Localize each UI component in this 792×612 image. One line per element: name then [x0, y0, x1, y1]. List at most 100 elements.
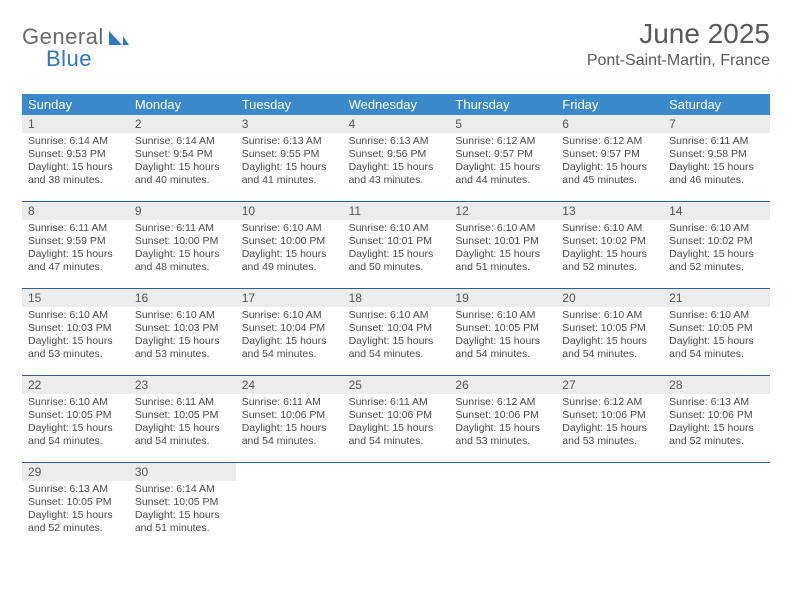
- day-number: 3: [236, 115, 343, 133]
- day-body: Sunrise: 6:12 AMSunset: 10:06 PMDaylight…: [449, 396, 556, 449]
- sunset-line: Sunset: 10:04 PM: [242, 322, 337, 335]
- day-body: Sunrise: 6:11 AMSunset: 10:06 PMDaylight…: [343, 396, 450, 449]
- day-body: Sunrise: 6:11 AMSunset: 9:59 PMDaylight:…: [22, 222, 129, 275]
- day-number: 9: [129, 202, 236, 220]
- sunset-line: Sunset: 10:03 PM: [135, 322, 230, 335]
- calendar-day: 21Sunrise: 6:10 AMSunset: 10:05 PMDaylig…: [663, 289, 770, 375]
- day-number: 7: [663, 115, 770, 133]
- calendar-day: 4 Sunrise: 6:13 AMSunset: 9:56 PMDaylight…: [343, 115, 450, 201]
- calendar-day: 14Sunrise: 6:10 AMSunset: 10:02 PMDaylig…: [663, 202, 770, 288]
- day-body: Sunrise: 6:13 AMSunset: 9:56 PMDaylight:…: [343, 135, 450, 188]
- calendar-day: 2Sunrise: 6:14 AMSunset: 9:54 PMDaylight…: [129, 115, 236, 201]
- daylight-line: Daylight: 15 hours and 52 minutes.: [562, 248, 657, 274]
- calendar-day: [343, 463, 450, 549]
- day-body: Sunrise: 6:12 AMSunset: 9:57 PMDaylight:…: [449, 135, 556, 188]
- day-body: Sunrise: 6:10 AMSunset: 10:05 PMDaylight…: [449, 309, 556, 362]
- sunset-line: Sunset: 10:05 PM: [455, 322, 550, 335]
- day-body: Sunrise: 6:10 AMSunset: 10:03 PMDaylight…: [129, 309, 236, 362]
- calendar-day: 18Sunrise: 6:10 AMSunset: 10:04 PMDaylig…: [343, 289, 450, 375]
- daylight-line: Daylight: 15 hours and 50 minutes.: [349, 248, 444, 274]
- day-body: Sunrise: 6:10 AMSunset: 10:04 PMDaylight…: [343, 309, 450, 362]
- calendar-day: 26 Sunrise: 6:12 AMSunset: 10:06 PMDaylig…: [449, 376, 556, 462]
- day-body: Sunrise: 6:13 AMSunset: 9:55 PMDaylight:…: [236, 135, 343, 188]
- calendar-week: 1Sunrise: 6:14 AMSunset: 9:53 PMDaylight…: [22, 115, 770, 202]
- daylight-line: Daylight: 15 hours and 53 minutes.: [135, 335, 230, 361]
- calendar-day: 1Sunrise: 6:14 AMSunset: 9:53 PMDaylight…: [22, 115, 129, 201]
- daylight-line: Daylight: 15 hours and 53 minutes.: [28, 335, 123, 361]
- sunset-line: Sunset: 10:00 PM: [135, 235, 230, 248]
- sunrise-line: Sunrise: 6:10 AM: [349, 309, 444, 322]
- day-number: 23: [129, 376, 236, 394]
- sunset-line: Sunset: 10:05 PM: [562, 322, 657, 335]
- sunrise-line: Sunrise: 6:11 AM: [669, 135, 764, 148]
- day-number: 8: [22, 202, 129, 220]
- day-body: Sunrise: 6:10 AMSunset: 10:03 PMDaylight…: [22, 309, 129, 362]
- daylight-line: Daylight: 15 hours and 54 minutes.: [242, 422, 337, 448]
- day-number: 4: [343, 115, 450, 133]
- calendar-day: 30Sunrise: 6:14 AMSunset: 10:05 PMDaylig…: [129, 463, 236, 549]
- day-body: Sunrise: 6:13 AMSunset: 10:06 PMDaylight…: [663, 396, 770, 449]
- daylight-line: Daylight: 15 hours and 52 minutes.: [669, 248, 764, 274]
- day-number: 5: [449, 115, 556, 133]
- day-body: Sunrise: 6:13 AMSunset: 10:05 PMDaylight…: [22, 483, 129, 536]
- day-body: Sunrise: 6:14 AMSunset: 10:05 PMDaylight…: [129, 483, 236, 536]
- logo-sail-icon: [108, 28, 130, 46]
- calendar-day: 22Sunrise: 6:10 AMSunset: 10:05 PMDaylig…: [22, 376, 129, 462]
- sunrise-line: Sunrise: 6:10 AM: [562, 222, 657, 235]
- sunset-line: Sunset: 10:06 PM: [349, 409, 444, 422]
- daylight-line: Daylight: 15 hours and 46 minutes.: [669, 161, 764, 187]
- daylight-line: Daylight: 15 hours and 54 minutes.: [135, 422, 230, 448]
- day-number: 24: [236, 376, 343, 394]
- sunrise-line: Sunrise: 6:14 AM: [135, 135, 230, 148]
- calendar-week: 8 Sunrise: 6:11 AMSunset: 9:59 PMDaylight…: [22, 202, 770, 289]
- calendar-day: 19 Sunrise: 6:10 AMSunset: 10:05 PMDaylig…: [449, 289, 556, 375]
- calendar-day: 25Sunrise: 6:11 AMSunset: 10:06 PMDaylig…: [343, 376, 450, 462]
- day-body: Sunrise: 6:14 AMSunset: 9:53 PMDaylight:…: [22, 135, 129, 188]
- sunrise-line: Sunrise: 6:10 AM: [349, 222, 444, 235]
- sunrise-line: Sunrise: 6:10 AM: [242, 222, 337, 235]
- day-number: 21: [663, 289, 770, 307]
- weekday-header: Saturday: [663, 94, 770, 115]
- sunrise-line: Sunrise: 6:14 AM: [28, 135, 123, 148]
- day-number: 26: [449, 376, 556, 394]
- sunset-line: Sunset: 10:05 PM: [28, 496, 123, 509]
- day-number: 12: [449, 202, 556, 220]
- weekday-header: Friday: [556, 94, 663, 115]
- sunset-line: Sunset: 9:54 PM: [135, 148, 230, 161]
- day-body: Sunrise: 6:11 AMSunset: 10:05 PMDaylight…: [129, 396, 236, 449]
- weekday-header: Tuesday: [236, 94, 343, 115]
- day-body: Sunrise: 6:10 AMSunset: 10:00 PMDaylight…: [236, 222, 343, 275]
- sunset-line: Sunset: 10:01 PM: [349, 235, 444, 248]
- calendar-day: [236, 463, 343, 549]
- daylight-line: Daylight: 15 hours and 51 minutes.: [455, 248, 550, 274]
- daylight-line: Daylight: 15 hours and 52 minutes.: [669, 422, 764, 448]
- weekday-header: Wednesday: [343, 94, 450, 115]
- day-body: Sunrise: 6:11 AMSunset: 9:58 PMDaylight:…: [663, 135, 770, 188]
- day-body: Sunrise: 6:14 AMSunset: 9:54 PMDaylight:…: [129, 135, 236, 188]
- day-body: Sunrise: 6:10 AMSunset: 10:05 PMDaylight…: [22, 396, 129, 449]
- sunset-line: Sunset: 9:59 PM: [28, 235, 123, 248]
- daylight-line: Daylight: 15 hours and 44 minutes.: [455, 161, 550, 187]
- calendar-day: 6Sunrise: 6:12 AMSunset: 9:57 PMDaylight…: [556, 115, 663, 201]
- sunrise-line: Sunrise: 6:12 AM: [562, 396, 657, 409]
- day-number: 19: [449, 289, 556, 307]
- calendar-day: 20Sunrise: 6:10 AMSunset: 10:05 PMDaylig…: [556, 289, 663, 375]
- daylight-line: Daylight: 15 hours and 49 minutes.: [242, 248, 337, 274]
- day-body: Sunrise: 6:10 AMSunset: 10:02 PMDaylight…: [663, 222, 770, 275]
- day-number: 29: [22, 463, 129, 481]
- daylight-line: Daylight: 15 hours and 53 minutes.: [455, 422, 550, 448]
- sunset-line: Sunset: 9:55 PM: [242, 148, 337, 161]
- calendar-day: 24Sunrise: 6:11 AMSunset: 10:06 PMDaylig…: [236, 376, 343, 462]
- sunrise-line: Sunrise: 6:10 AM: [242, 309, 337, 322]
- sunset-line: Sunset: 9:57 PM: [562, 148, 657, 161]
- day-body: Sunrise: 6:12 AMSunset: 9:57 PMDaylight:…: [556, 135, 663, 188]
- calendar-day: 23 Sunrise: 6:11 AMSunset: 10:05 PMDaylig…: [129, 376, 236, 462]
- calendar-day: 8 Sunrise: 6:11 AMSunset: 9:59 PMDaylight…: [22, 202, 129, 288]
- weekday-header: Sunday: [22, 94, 129, 115]
- daylight-line: Daylight: 15 hours and 52 minutes.: [28, 509, 123, 535]
- sunset-line: Sunset: 10:00 PM: [242, 235, 337, 248]
- calendar-week: 15Sunrise: 6:10 AMSunset: 10:03 PMDaylig…: [22, 289, 770, 376]
- day-number: 20: [556, 289, 663, 307]
- day-body: Sunrise: 6:10 AMSunset: 10:01 PMDaylight…: [449, 222, 556, 275]
- daylight-line: Daylight: 15 hours and 41 minutes.: [242, 161, 337, 187]
